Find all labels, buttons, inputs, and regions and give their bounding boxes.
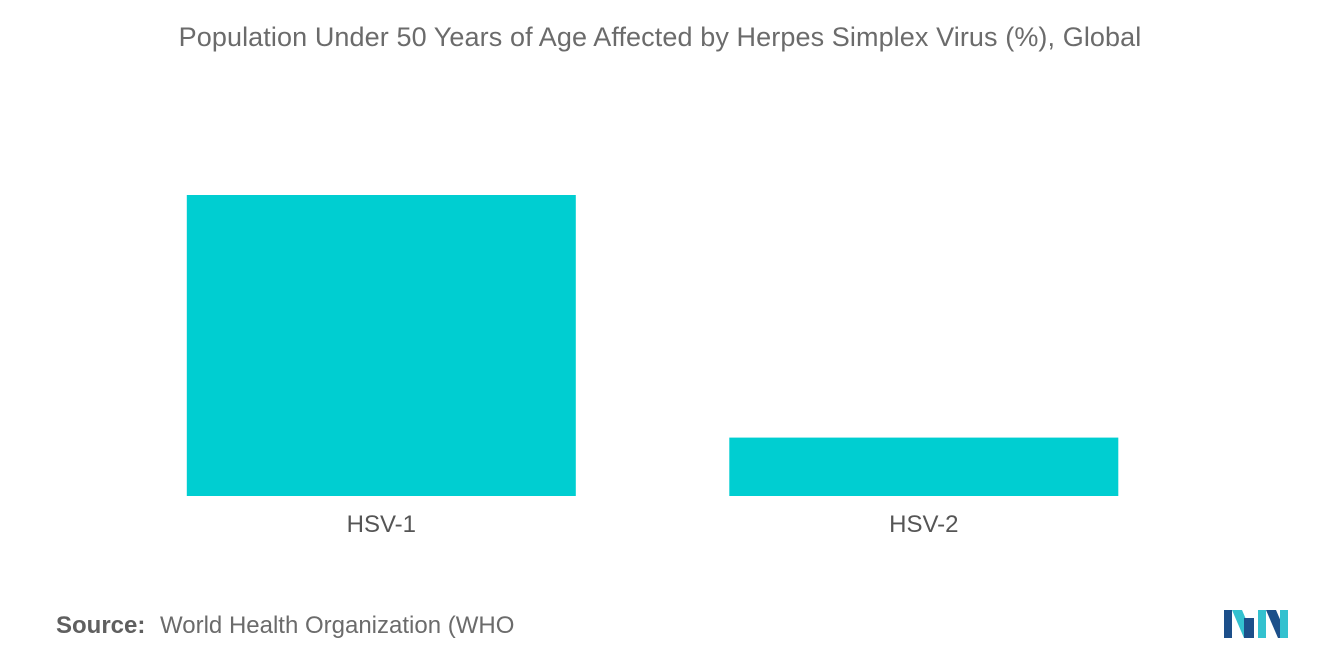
bar-group xyxy=(186,195,1119,496)
mordor-intelligence-logo-icon xyxy=(1224,610,1288,638)
source-text: World Health Organization (WHO xyxy=(160,612,515,639)
category-label-hsv-1: HSV-1 xyxy=(347,511,416,538)
source-note: Source: World Health Organization (WHO xyxy=(56,612,514,640)
category-label-hsv-2: HSV-2 xyxy=(889,511,958,538)
category-label-group: HSV-1 HSV-2 xyxy=(347,511,959,538)
source-label: Source: xyxy=(56,612,146,639)
chart-title: Population Under 50 Years of Age Affecte… xyxy=(178,22,1142,52)
bar-hsv-2 xyxy=(729,437,1119,496)
bar-hsv-1 xyxy=(186,195,576,496)
